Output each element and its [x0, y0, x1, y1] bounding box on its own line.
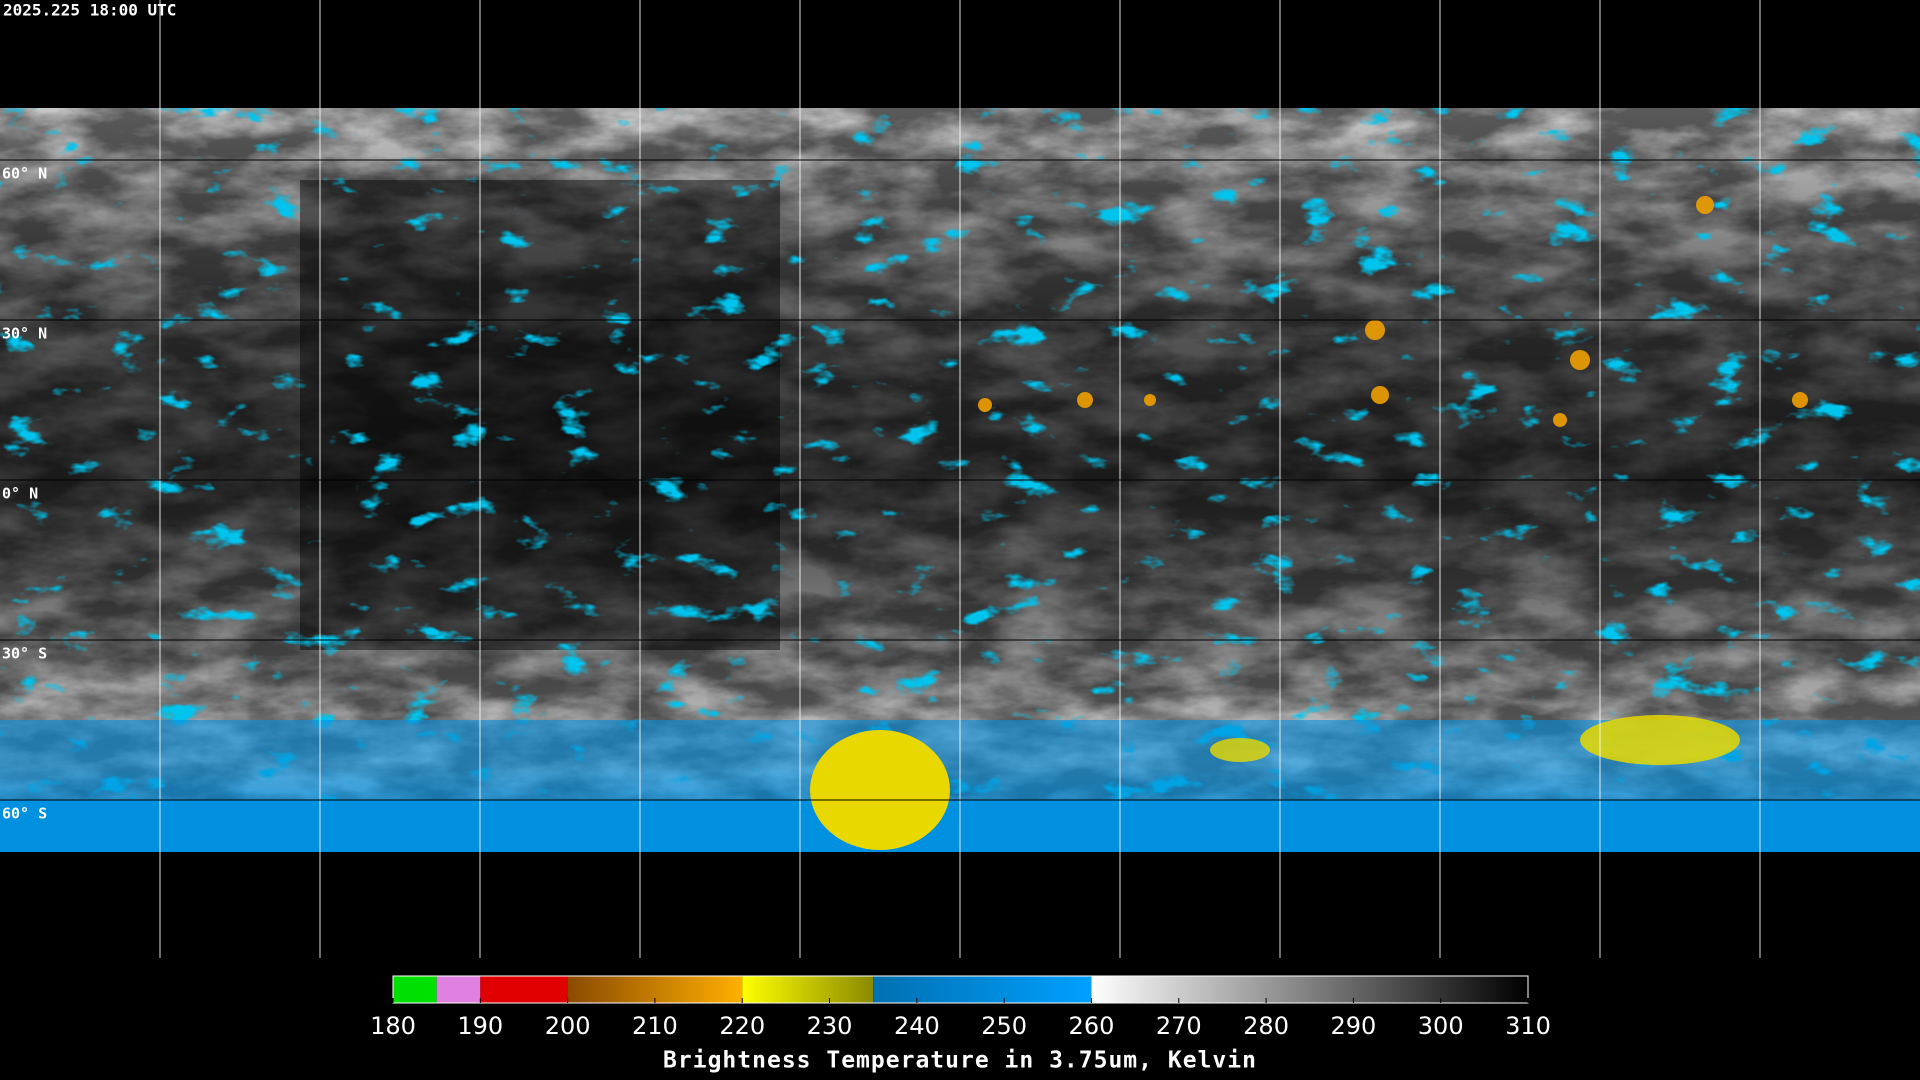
latitude-label: 30° S — [2, 645, 47, 663]
timestamp: 2025.225 18:00 UTC — [3, 1, 176, 20]
colorbar-tick-label: 240 — [894, 1012, 940, 1040]
colorbar-tick-label: 290 — [1330, 1012, 1376, 1040]
colorbar-tick-label: 310 — [1505, 1012, 1551, 1040]
colorbar-segment — [480, 976, 568, 1003]
colorbar-frame — [392, 975, 1529, 1004]
latitude-label: 30° N — [2, 325, 47, 343]
colorbar-segment — [1091, 976, 1528, 1003]
colorbar-tick-label: 300 — [1418, 1012, 1464, 1040]
colorbar-tick-label: 270 — [1156, 1012, 1202, 1040]
colorbar-tick-label: 210 — [632, 1012, 678, 1040]
latitude-label: 60° S — [2, 805, 47, 823]
colorbar-tick-label: 280 — [1243, 1012, 1289, 1040]
colorbar-segment — [393, 976, 437, 1003]
colorbar-tick-label: 230 — [807, 1012, 853, 1040]
colorbar-segment — [436, 976, 481, 1003]
colorbar-tick-label: 190 — [457, 1012, 503, 1040]
colorbar-label: Brightness Temperature in 3.75um, Kelvin — [663, 1048, 1257, 1074]
colorbar-tick-label: 220 — [719, 1012, 765, 1040]
latitude-lines — [0, 159, 1920, 801]
colorbar-tick-label: 200 — [545, 1012, 591, 1040]
colorbar-segment — [742, 976, 874, 1003]
latitude-label: 0° N — [2, 485, 38, 503]
colorbar-tick-label: 250 — [981, 1012, 1027, 1040]
colorbar-tick-label: 260 — [1069, 1012, 1115, 1040]
colorbar-segment — [873, 976, 1092, 1003]
colorbar-tick-label: 180 — [370, 1012, 416, 1040]
latitude-label: 60° N — [2, 165, 47, 183]
